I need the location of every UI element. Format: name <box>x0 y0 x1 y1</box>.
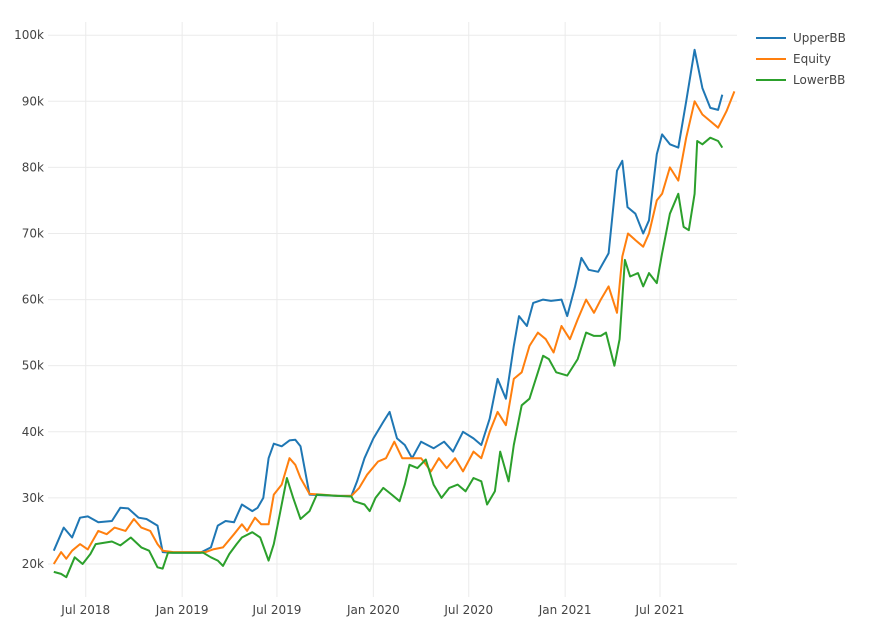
y-tick-label: 50k <box>22 359 44 373</box>
grid <box>48 22 737 597</box>
x-tick-label: Jan 2019 <box>155 603 209 617</box>
y-tick-label: 20k <box>22 557 44 571</box>
legend[interactable]: UpperBB Equity LowerBB <box>756 31 846 87</box>
series-lines <box>52 48 736 579</box>
y-axis-tick-labels: 20k 30k 40k 50k 60k 70k 80k 90k 100k <box>14 28 44 571</box>
y-tick-label: 70k <box>22 226 44 240</box>
x-tick-label: Jul 2020 <box>443 603 493 617</box>
legend-label: Equity <box>793 52 831 66</box>
x-tick-label: Jul 2018 <box>60 603 110 617</box>
x-tick-label: Jan 2020 <box>346 603 400 617</box>
series-line-equity <box>52 91 736 565</box>
y-tick-label: 80k <box>22 160 44 174</box>
series-line-lowerbb <box>53 136 724 579</box>
x-tick-label: Jul 2021 <box>635 603 685 617</box>
y-tick-label: 100k <box>14 28 44 42</box>
y-tick-label: 60k <box>22 293 44 307</box>
y-tick-label: 30k <box>22 491 44 505</box>
y-tick-label: 40k <box>22 425 44 439</box>
x-tick-label: Jan 2021 <box>538 603 592 617</box>
x-tick-label: Jul 2019 <box>252 603 302 617</box>
y-tick-label: 90k <box>22 94 44 108</box>
legend-item-lowerbb[interactable]: LowerBB <box>756 73 845 87</box>
legend-label: LowerBB <box>793 73 845 87</box>
legend-item-upperbb[interactable]: UpperBB <box>756 31 846 45</box>
x-axis-tick-labels: Jul 2018 Jan 2019 Jul 2019 Jan 2020 Jul 2020… <box>60 603 684 617</box>
legend-item-equity[interactable]: Equity <box>756 52 831 66</box>
legend-label: UpperBB <box>793 31 846 45</box>
